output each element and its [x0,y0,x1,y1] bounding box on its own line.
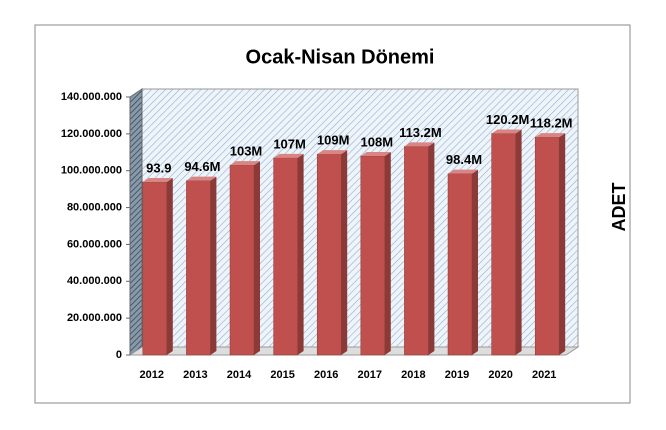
y-tick-label: 20.000.000 [67,312,122,324]
x-tick-label: 2021 [532,369,556,381]
y-tick-label: 80.000.000 [67,201,122,213]
y-axis-label: ADET [609,182,629,231]
x-tick-label: 2020 [488,369,512,381]
bar [142,181,168,356]
bar-top [404,142,435,147]
bar-top [230,161,260,166]
x-tick-label: 2014 [227,369,252,381]
bar-top [535,133,566,138]
side-wall [129,88,143,356]
x-tick-label: 2017 [358,369,382,381]
value-label: 93.9 [146,160,171,175]
bar [316,153,342,356]
bar-top [142,177,173,182]
bar-side [384,151,391,355]
bar-side [297,153,304,355]
bar-side [166,177,173,355]
value-label: 120.2M [486,112,529,127]
bar-top [448,169,478,174]
y-tick-label: 60.000.000 [67,238,122,250]
x-tick-label: 2015 [270,369,294,381]
bar-top [186,176,217,181]
y-tick-label: 140.000.000 [61,91,122,103]
value-label: 108M [361,134,394,149]
bar-side [559,133,566,355]
bar-side [341,150,348,355]
bar [447,173,473,356]
value-label: 98.4M [446,152,482,167]
bar [534,136,560,356]
y-tick-label: 40.000.000 [67,275,122,287]
bar [404,146,429,356]
bar [229,164,255,356]
y-tick-label: 120.000.000 [61,128,122,140]
x-tick-label: 2018 [401,369,425,381]
bar-top [317,150,348,155]
bar-top [491,129,522,134]
x-tick-label: 2013 [183,369,207,381]
value-label: 113.2M [399,125,442,140]
bar [186,180,211,356]
value-label: 109M [317,133,350,148]
bar-side [254,161,260,355]
bar-top [360,151,391,156]
x-tick-label: 2016 [314,369,338,381]
x-tick-label: 2019 [445,369,469,381]
y-tick-label: 0 [116,349,122,361]
x-tick-label: 2012 [140,369,164,381]
y-tick-label: 100.000.000 [61,165,122,177]
bar-top [273,153,304,158]
chart-title: Ocak-Nisan Dönemi [246,46,435,68]
value-label: 118.2M [530,116,573,131]
bar-side [472,169,478,355]
value-label: 94.6M [184,159,220,174]
value-label: 107M [273,136,306,151]
bar [491,133,516,356]
bar-side [428,142,435,355]
value-label: 103M [230,144,263,159]
bar [360,155,386,356]
bar [273,157,298,356]
bar-side [515,129,522,355]
bar-side [210,176,217,355]
